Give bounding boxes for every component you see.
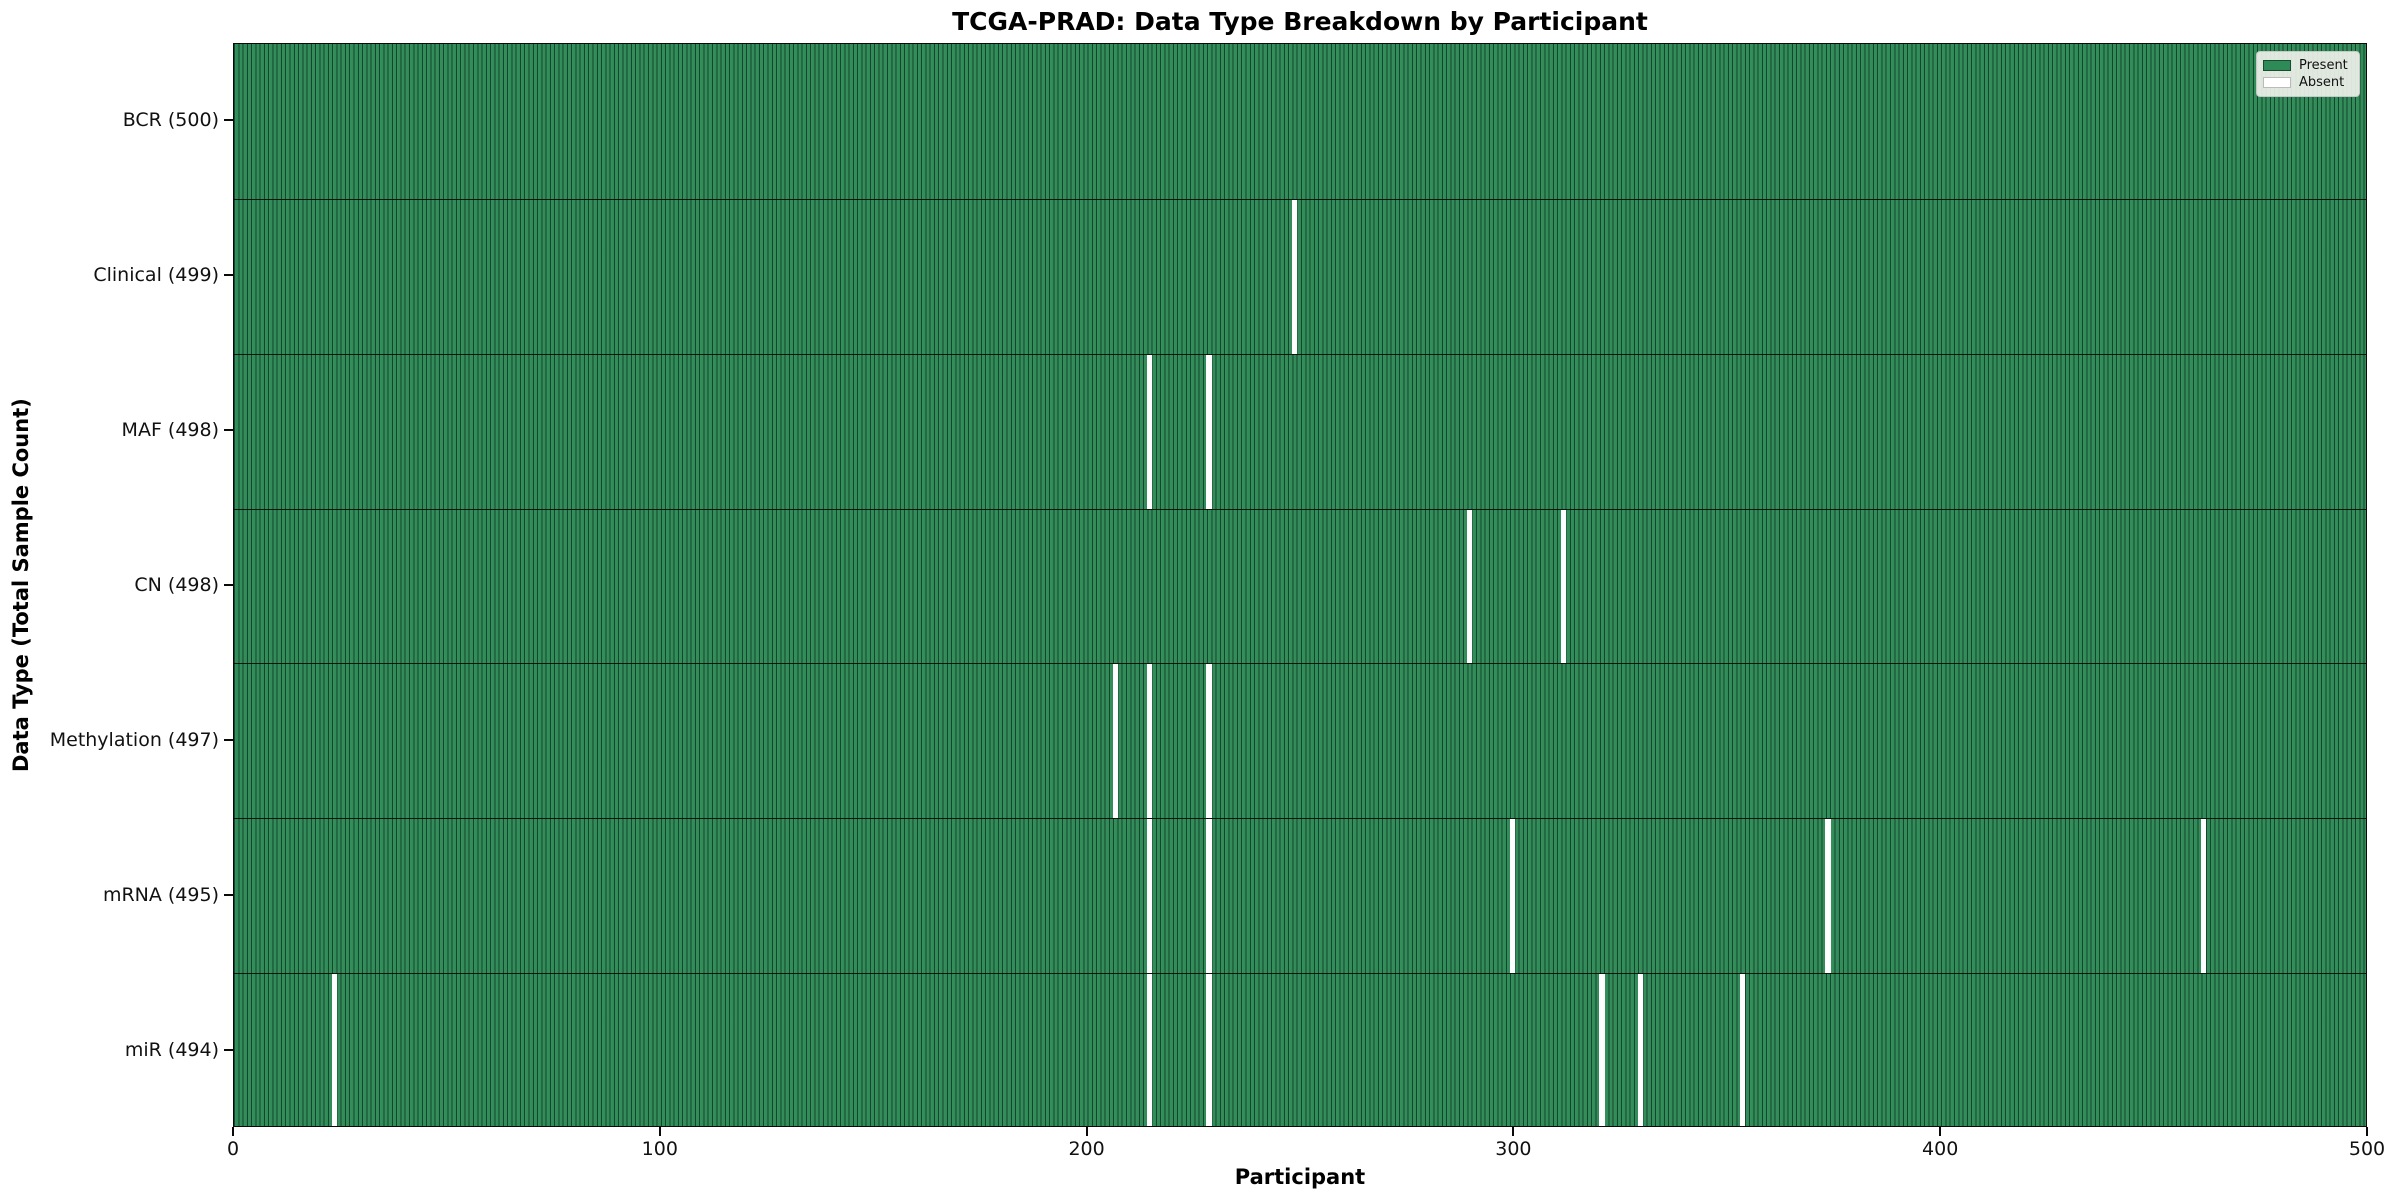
row-band-mrna [234,818,2366,974]
legend-entry-absent: Absent [2263,74,2351,91]
x-tick-label-100: 100 [641,1138,678,1160]
absent-gap-mir-214 [1146,974,1153,1126]
chart-title: TCGA-PRAD: Data Type Breakdown by Partic… [952,7,1648,36]
row-band-bcr [234,44,2366,199]
x-tick-mark-100 [658,1127,661,1136]
absent-gap-mir-228 [1206,974,1212,1126]
row-band-clinical [234,198,2366,354]
absent-gap-maf-214 [1146,354,1153,509]
x-tick-label-200: 200 [1068,1138,1105,1160]
y-tick-mark-mir [224,1048,233,1051]
row-band-maf [234,353,2366,509]
x-tick-label-400: 400 [1922,1138,1959,1160]
absent-gap-mir-353 [1739,974,1746,1126]
y-tick-label-maf: MAF (498) [121,419,219,442]
legend-entry-present: Present [2263,57,2351,74]
x-tick-label-0: 0 [226,1138,240,1160]
y-tick-label-mir: miR (494) [124,1038,219,1061]
x-tick-mark-300 [1512,1127,1515,1136]
absent-gap-methylation-228 [1206,664,1212,819]
y-tick-mark-maf [224,429,233,432]
y-tick-label-methylation: Methylation (497) [49,728,219,751]
absent-gap-cn-289 [1466,509,1473,664]
y-axis-title: Data Type (Total Sample Count) [9,398,33,772]
plot-area [233,43,2367,1127]
y-tick-mark-clinical [224,274,233,277]
y-tick-label-clinical: Clinical (499) [93,264,219,287]
x-tick-mark-400 [1939,1127,1942,1136]
legend-label-absent: Absent [2299,75,2345,90]
x-tick-label-300: 300 [1495,1138,1532,1160]
legend: Present Absent [2256,51,2360,97]
absent-gap-mrna-461 [2200,819,2207,974]
absent-gap-mir-320 [1599,974,1605,1126]
legend-swatch-present [2263,60,2291,71]
absent-gap-mir-23 [331,974,338,1126]
row-band-mir [234,973,2366,1126]
y-tick-label-mrna: mRNA (495) [102,883,219,906]
x-axis-title: Participant [1234,1165,1366,1189]
absent-gap-mrna-214 [1146,819,1153,974]
y-tick-mark-mrna [224,893,233,896]
absent-gap-mrna-299 [1509,819,1516,974]
y-tick-mark-bcr [224,119,233,122]
x-tick-label-500: 500 [2348,1138,2386,1160]
y-tick-label-cn: CN (498) [134,574,219,596]
row-band-methylation [234,663,2366,819]
legend-swatch-absent [2263,77,2291,88]
row-band-cn [234,508,2366,664]
y-tick-mark-cn [224,584,233,586]
absent-gap-methylation-214 [1146,664,1153,819]
x-tick-mark-200 [1085,1127,1088,1136]
absent-gap-mrna-228 [1206,819,1212,974]
x-tick-mark-0 [232,1127,234,1136]
absent-gap-maf-228 [1206,354,1212,509]
legend-label-present: Present [2299,58,2348,73]
absent-gap-clinical-248 [1291,199,1298,354]
x-tick-mark-500 [2366,1127,2368,1136]
y-tick-label-bcr: BCR (500) [122,109,219,132]
absent-gap-mir-329 [1637,974,1644,1126]
absent-gap-methylation-206 [1112,664,1119,819]
absent-gap-cn-311 [1560,509,1567,664]
absent-gap-mrna-373 [1825,819,1831,974]
y-tick-mark-methylation [224,738,233,741]
